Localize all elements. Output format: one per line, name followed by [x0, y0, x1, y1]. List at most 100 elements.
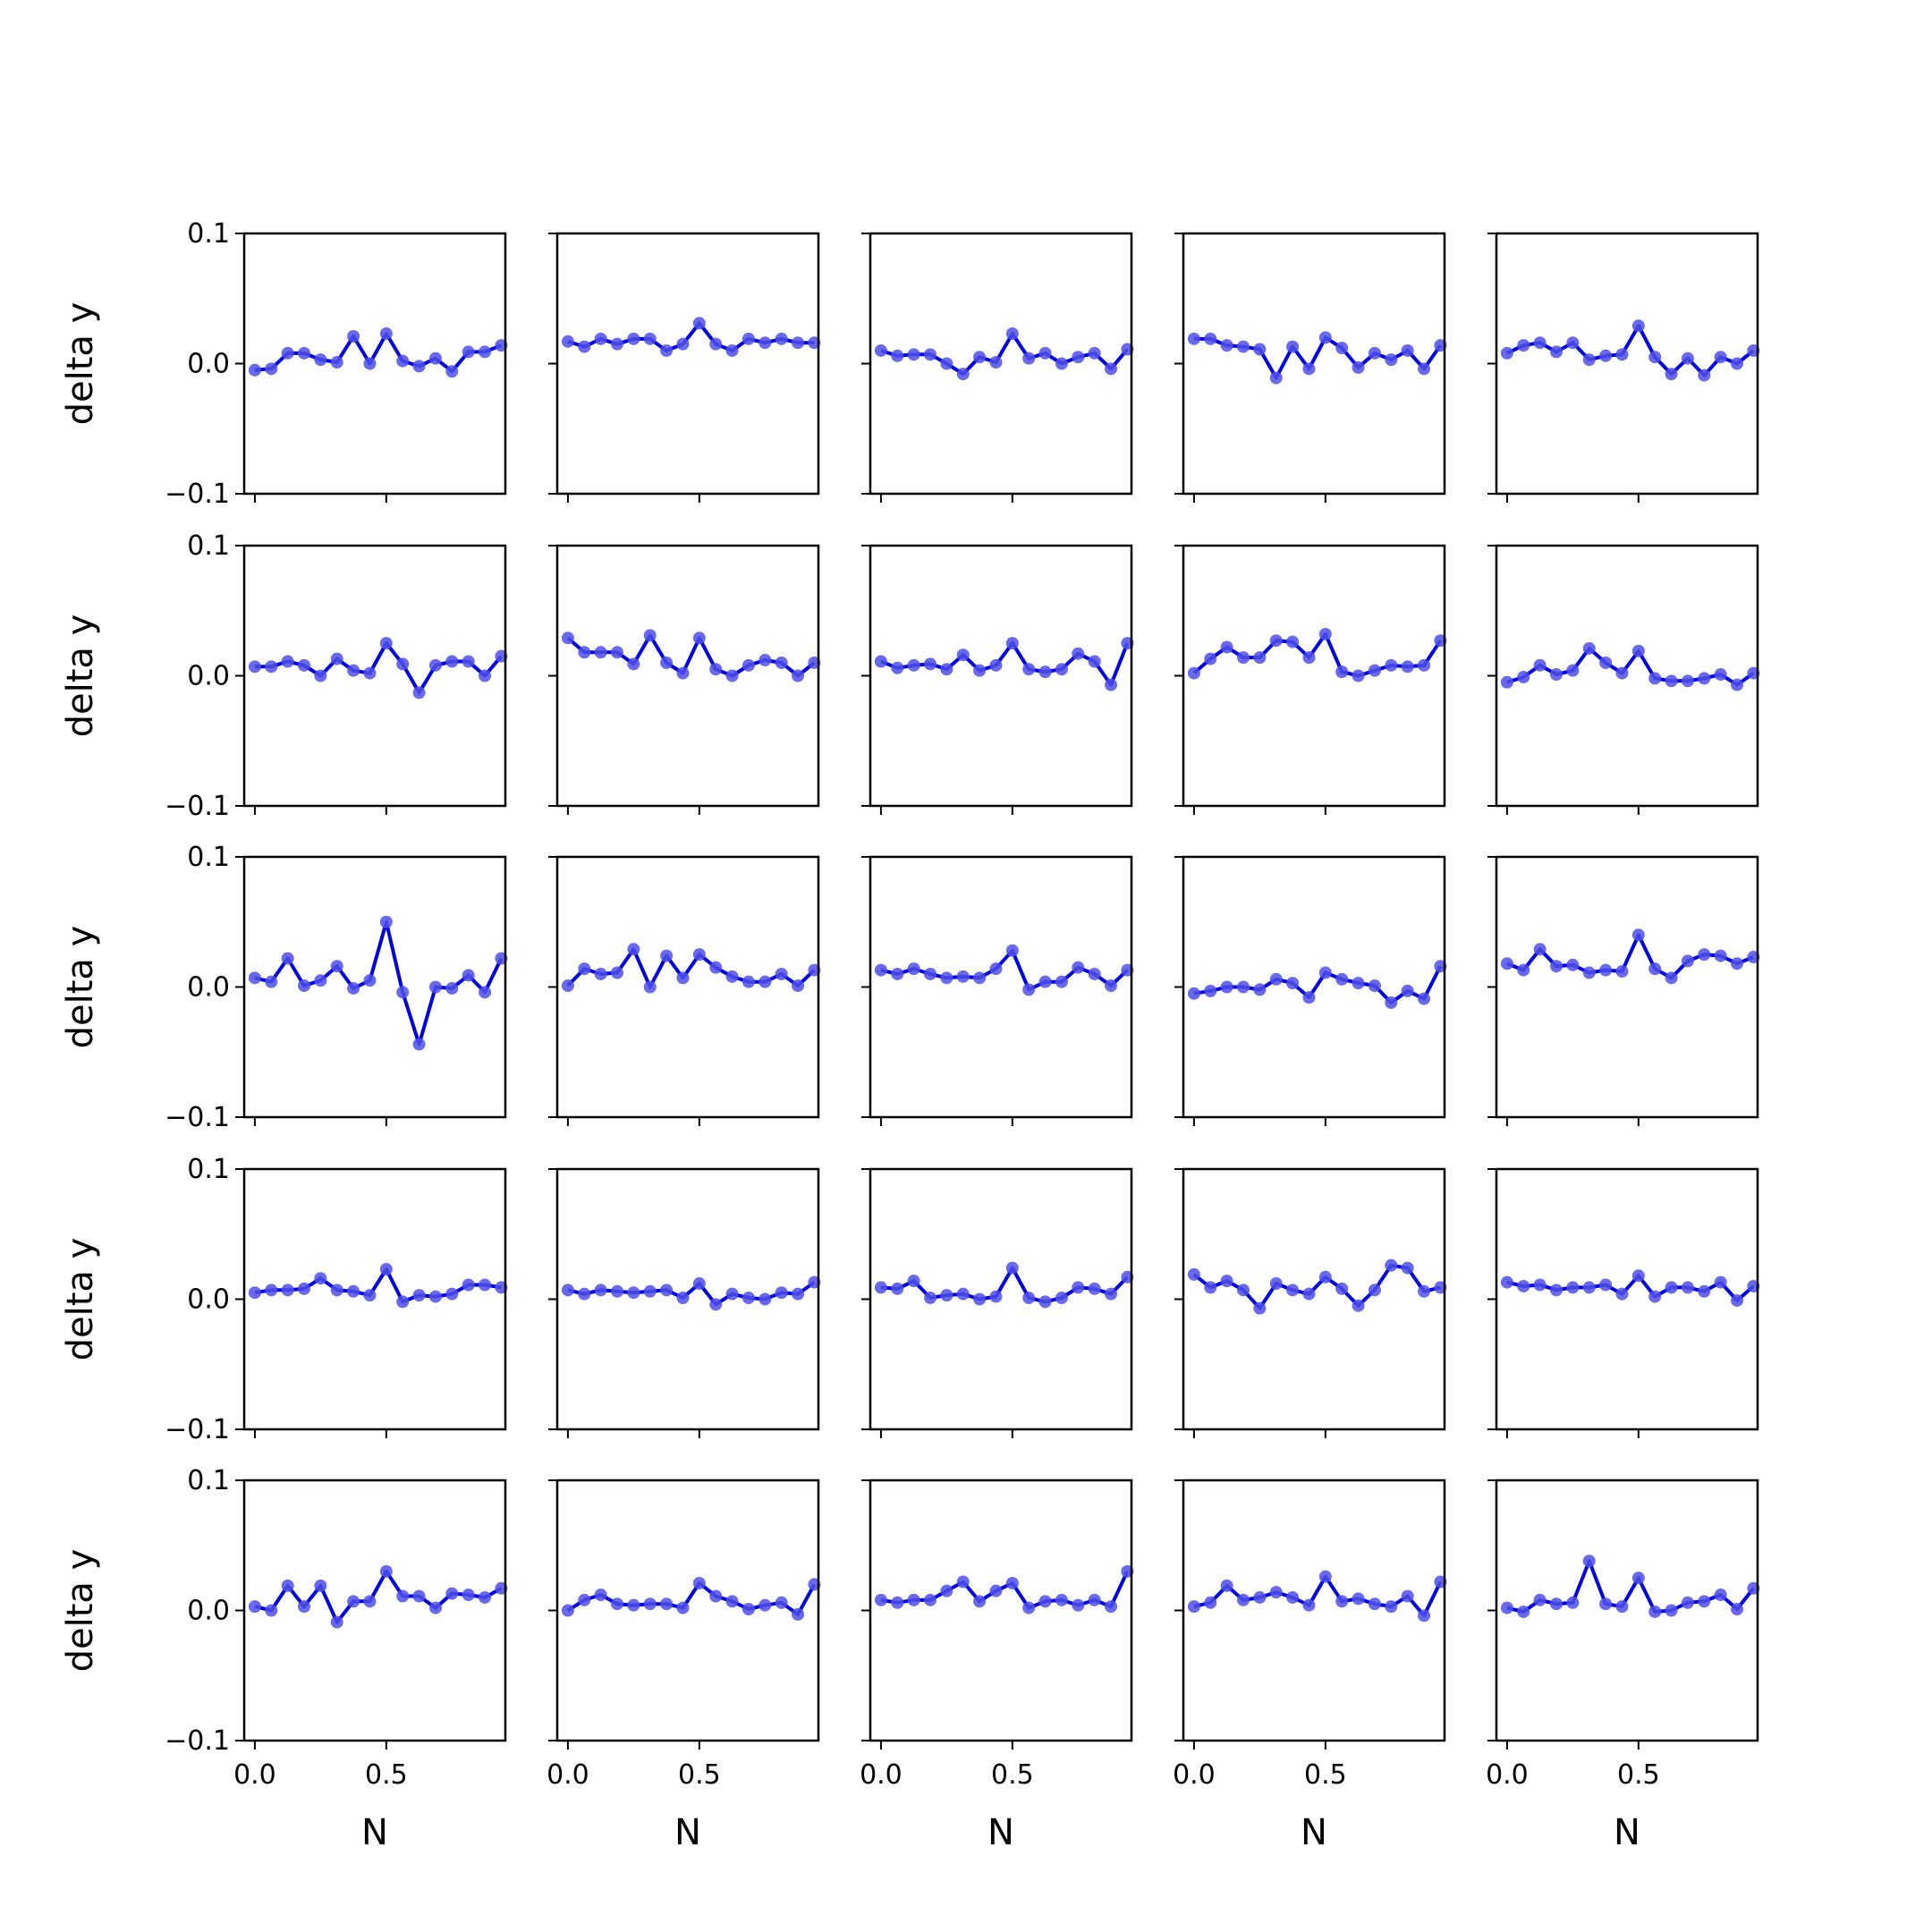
data-point	[1187, 1267, 1200, 1281]
data-point	[594, 967, 607, 980]
data-point	[627, 1598, 640, 1612]
y-tick-label: −0.1	[165, 1414, 230, 1445]
data-point	[741, 975, 755, 988]
y-tick-label: 0.1	[187, 218, 230, 250]
axes-frame	[1495, 232, 1759, 496]
data-point	[1204, 652, 1217, 665]
data-point	[479, 345, 492, 359]
data-point	[1385, 353, 1398, 367]
data-point	[1269, 634, 1283, 648]
data-point	[907, 1275, 920, 1288]
data-point	[1237, 340, 1250, 353]
data-point	[1582, 353, 1596, 367]
subplot-2-1: −0.1 0.0 0.1 delta y	[60, 530, 508, 822]
data-point	[1187, 332, 1200, 345]
data-point	[660, 1284, 674, 1297]
data-point	[1335, 665, 1349, 679]
y-axis-label: delta y	[60, 302, 101, 426]
data-point	[611, 1284, 624, 1298]
data-point	[676, 1601, 690, 1614]
data-point	[1517, 339, 1530, 352]
data-point	[924, 657, 937, 671]
data-point	[561, 979, 574, 993]
data-point	[1517, 963, 1530, 977]
data-point	[1665, 1604, 1678, 1617]
data-point	[1599, 656, 1613, 669]
y-tick-label: 0.1	[187, 842, 230, 873]
data-point	[1599, 963, 1613, 977]
data-point	[1318, 1270, 1332, 1284]
x-tick-label: 0.0	[1173, 1759, 1216, 1791]
x-tick-label: 0.0	[547, 1759, 589, 1791]
data-point	[1335, 1595, 1349, 1608]
data-point	[1088, 346, 1101, 360]
data-point	[347, 1595, 360, 1608]
data-point	[1665, 1281, 1678, 1294]
data-point	[1714, 668, 1727, 682]
data-point	[1352, 360, 1365, 374]
data-point	[1418, 1609, 1431, 1623]
axes-frame	[242, 544, 507, 808]
data-point	[347, 981, 360, 995]
data-point	[611, 646, 624, 659]
series-line	[1506, 646, 1755, 687]
data-point	[1237, 1284, 1250, 1297]
data-point	[479, 1278, 492, 1292]
data-point	[330, 1615, 343, 1629]
axes-frame	[1182, 232, 1446, 496]
data-point	[265, 660, 278, 674]
data-point	[594, 332, 607, 345]
subplot-2-2	[548, 544, 821, 815]
data-point	[347, 329, 360, 343]
data-point	[1500, 1275, 1513, 1289]
data-point	[643, 1597, 657, 1611]
data-point	[561, 335, 574, 348]
data-point	[775, 656, 788, 669]
data-point	[1005, 327, 1019, 341]
data-point	[248, 660, 261, 674]
x-axis-label: N	[1301, 1812, 1327, 1853]
data-point	[298, 658, 311, 672]
series-line	[254, 919, 504, 1046]
data-point	[725, 1287, 739, 1301]
data-point	[281, 952, 294, 965]
data-point	[1681, 1281, 1694, 1294]
axes-frame	[242, 232, 507, 496]
data-point	[1005, 944, 1019, 957]
y-axis-label: delta y	[60, 1549, 101, 1673]
data-point	[1269, 371, 1283, 385]
data-point	[1368, 346, 1381, 360]
data-point	[989, 1290, 1003, 1303]
data-point	[412, 1038, 426, 1051]
data-point	[758, 975, 772, 988]
y-tick-label: 0.1	[187, 1465, 230, 1496]
data-point	[1352, 1592, 1365, 1606]
data-point	[709, 1589, 723, 1603]
data-point	[1302, 651, 1316, 665]
data-point	[1220, 1275, 1233, 1288]
series-line	[1192, 631, 1443, 678]
data-point	[940, 971, 953, 985]
data-point	[1385, 658, 1398, 672]
data-point	[1072, 961, 1085, 974]
data-point	[676, 971, 690, 985]
data-point	[396, 1589, 410, 1603]
data-point	[347, 664, 360, 677]
data-point	[1220, 1579, 1233, 1592]
data-point	[692, 1277, 706, 1291]
data-point	[1401, 1261, 1414, 1275]
data-point	[1368, 1284, 1381, 1297]
data-point	[1038, 1595, 1052, 1608]
data-point	[1631, 1572, 1645, 1585]
subplot-5-5: 0.0 0.5 N	[1486, 1479, 1760, 1853]
subplot-4-1: −0.1 0.0 0.1 delta y	[60, 1154, 508, 1445]
data-point	[775, 1596, 788, 1609]
data-point	[660, 1597, 674, 1611]
data-point	[479, 669, 492, 682]
data-point	[330, 356, 343, 369]
data-point	[1286, 977, 1300, 990]
data-point	[1550, 960, 1563, 973]
axes-frame	[869, 1167, 1133, 1431]
data-point	[265, 362, 278, 376]
series-line	[566, 947, 816, 989]
